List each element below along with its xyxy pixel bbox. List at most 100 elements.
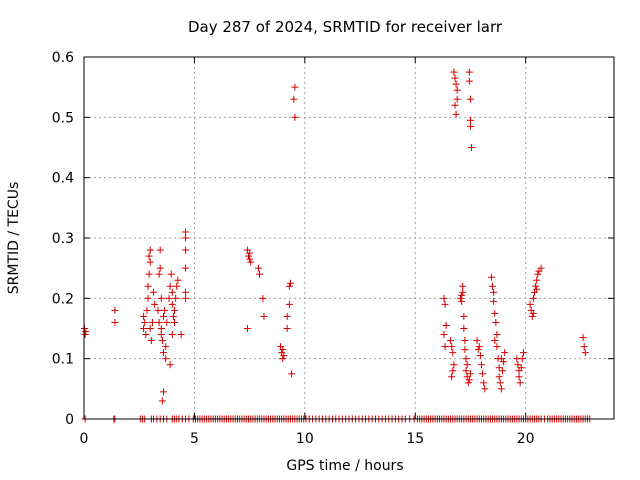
data-point <box>82 328 90 336</box>
data-point <box>534 270 542 278</box>
data-point <box>478 361 485 369</box>
data-point <box>476 352 484 360</box>
data-point <box>465 376 473 384</box>
data-point <box>140 312 148 320</box>
data-point <box>441 300 449 308</box>
data-point <box>283 325 291 332</box>
data-point <box>580 343 588 351</box>
data-point <box>528 312 536 320</box>
data-point <box>157 331 165 339</box>
data-point <box>465 77 473 85</box>
data-point <box>450 361 458 369</box>
data-point <box>166 282 174 290</box>
data-point <box>158 397 166 405</box>
data-point <box>145 252 153 260</box>
data-point <box>441 343 449 351</box>
y-tick-label: 0.6 <box>52 50 74 66</box>
data-point <box>168 331 176 339</box>
data-point <box>283 312 291 320</box>
data-point <box>491 337 499 345</box>
data-point <box>493 343 501 351</box>
data-point <box>81 331 89 339</box>
data-point <box>279 355 287 363</box>
data-point <box>497 385 505 393</box>
x-tick-label: 5 <box>190 431 199 447</box>
y-axis-label: SRMTID / TECUs <box>6 182 22 295</box>
data-point <box>448 373 456 381</box>
data-point <box>290 95 298 103</box>
plot-frame <box>83 56 615 420</box>
data-point <box>496 379 504 387</box>
data-point <box>493 331 501 339</box>
x-tick-label: 10 <box>296 431 314 447</box>
x-axis-label: GPS time / hours <box>286 458 403 474</box>
data-point <box>453 86 461 94</box>
data-point <box>461 346 469 354</box>
data-point <box>160 312 167 320</box>
data-point <box>518 355 526 363</box>
x-tick-label: 0 <box>80 431 89 447</box>
data-point <box>111 306 119 314</box>
data-point <box>479 370 487 378</box>
data-point <box>158 337 166 345</box>
data-point <box>468 144 476 151</box>
data-point <box>487 273 495 281</box>
data-point <box>516 379 524 387</box>
grid <box>84 57 614 419</box>
data-point <box>172 294 180 302</box>
data-point <box>452 80 460 88</box>
data-point <box>460 325 468 332</box>
data-point <box>463 361 471 369</box>
data-point <box>491 309 499 317</box>
data-point <box>453 95 461 103</box>
data-point <box>440 331 448 339</box>
data-point <box>451 74 459 82</box>
axis-ticks: 0 0.1 0.2 0.3 0.4 0.5 0.6 0 5 10 15 20 <box>52 50 614 447</box>
data-point <box>247 258 255 266</box>
data-point <box>529 294 537 302</box>
data-point <box>155 270 163 278</box>
data-point <box>182 294 190 302</box>
data-point <box>245 252 253 260</box>
data-point <box>111 318 119 326</box>
data-point <box>168 300 176 308</box>
data-point <box>243 325 251 332</box>
data-point <box>157 294 165 302</box>
x-tick-label: 20 <box>517 431 535 447</box>
data-point <box>182 264 190 272</box>
data-point <box>285 300 293 308</box>
data-point <box>448 343 456 351</box>
data-point <box>151 300 159 308</box>
data-point <box>171 318 179 326</box>
data-point <box>514 361 522 369</box>
data-point <box>465 68 473 76</box>
data-point <box>162 343 170 351</box>
data-point <box>280 352 288 360</box>
data-point <box>140 325 148 332</box>
data-point <box>450 68 458 76</box>
data-point <box>447 337 455 345</box>
data-point <box>533 285 541 293</box>
data-point <box>533 276 541 284</box>
data-point <box>442 321 450 329</box>
data-point <box>579 334 587 342</box>
data-point <box>480 379 488 387</box>
data-point <box>182 246 190 254</box>
data-point <box>466 116 474 124</box>
data-point <box>291 83 299 91</box>
data-point <box>473 337 481 345</box>
data-point <box>144 294 152 302</box>
data-point <box>260 312 268 320</box>
data-point <box>286 279 294 287</box>
data-point <box>466 95 474 103</box>
data-point <box>537 264 545 272</box>
data-point <box>288 370 296 378</box>
data-point <box>459 288 467 296</box>
data-point <box>462 367 470 375</box>
data-points <box>80 68 594 423</box>
data-point <box>466 370 474 378</box>
data-point <box>173 282 181 290</box>
data-point <box>146 325 154 332</box>
data-point <box>177 331 185 339</box>
data-point <box>163 318 171 326</box>
